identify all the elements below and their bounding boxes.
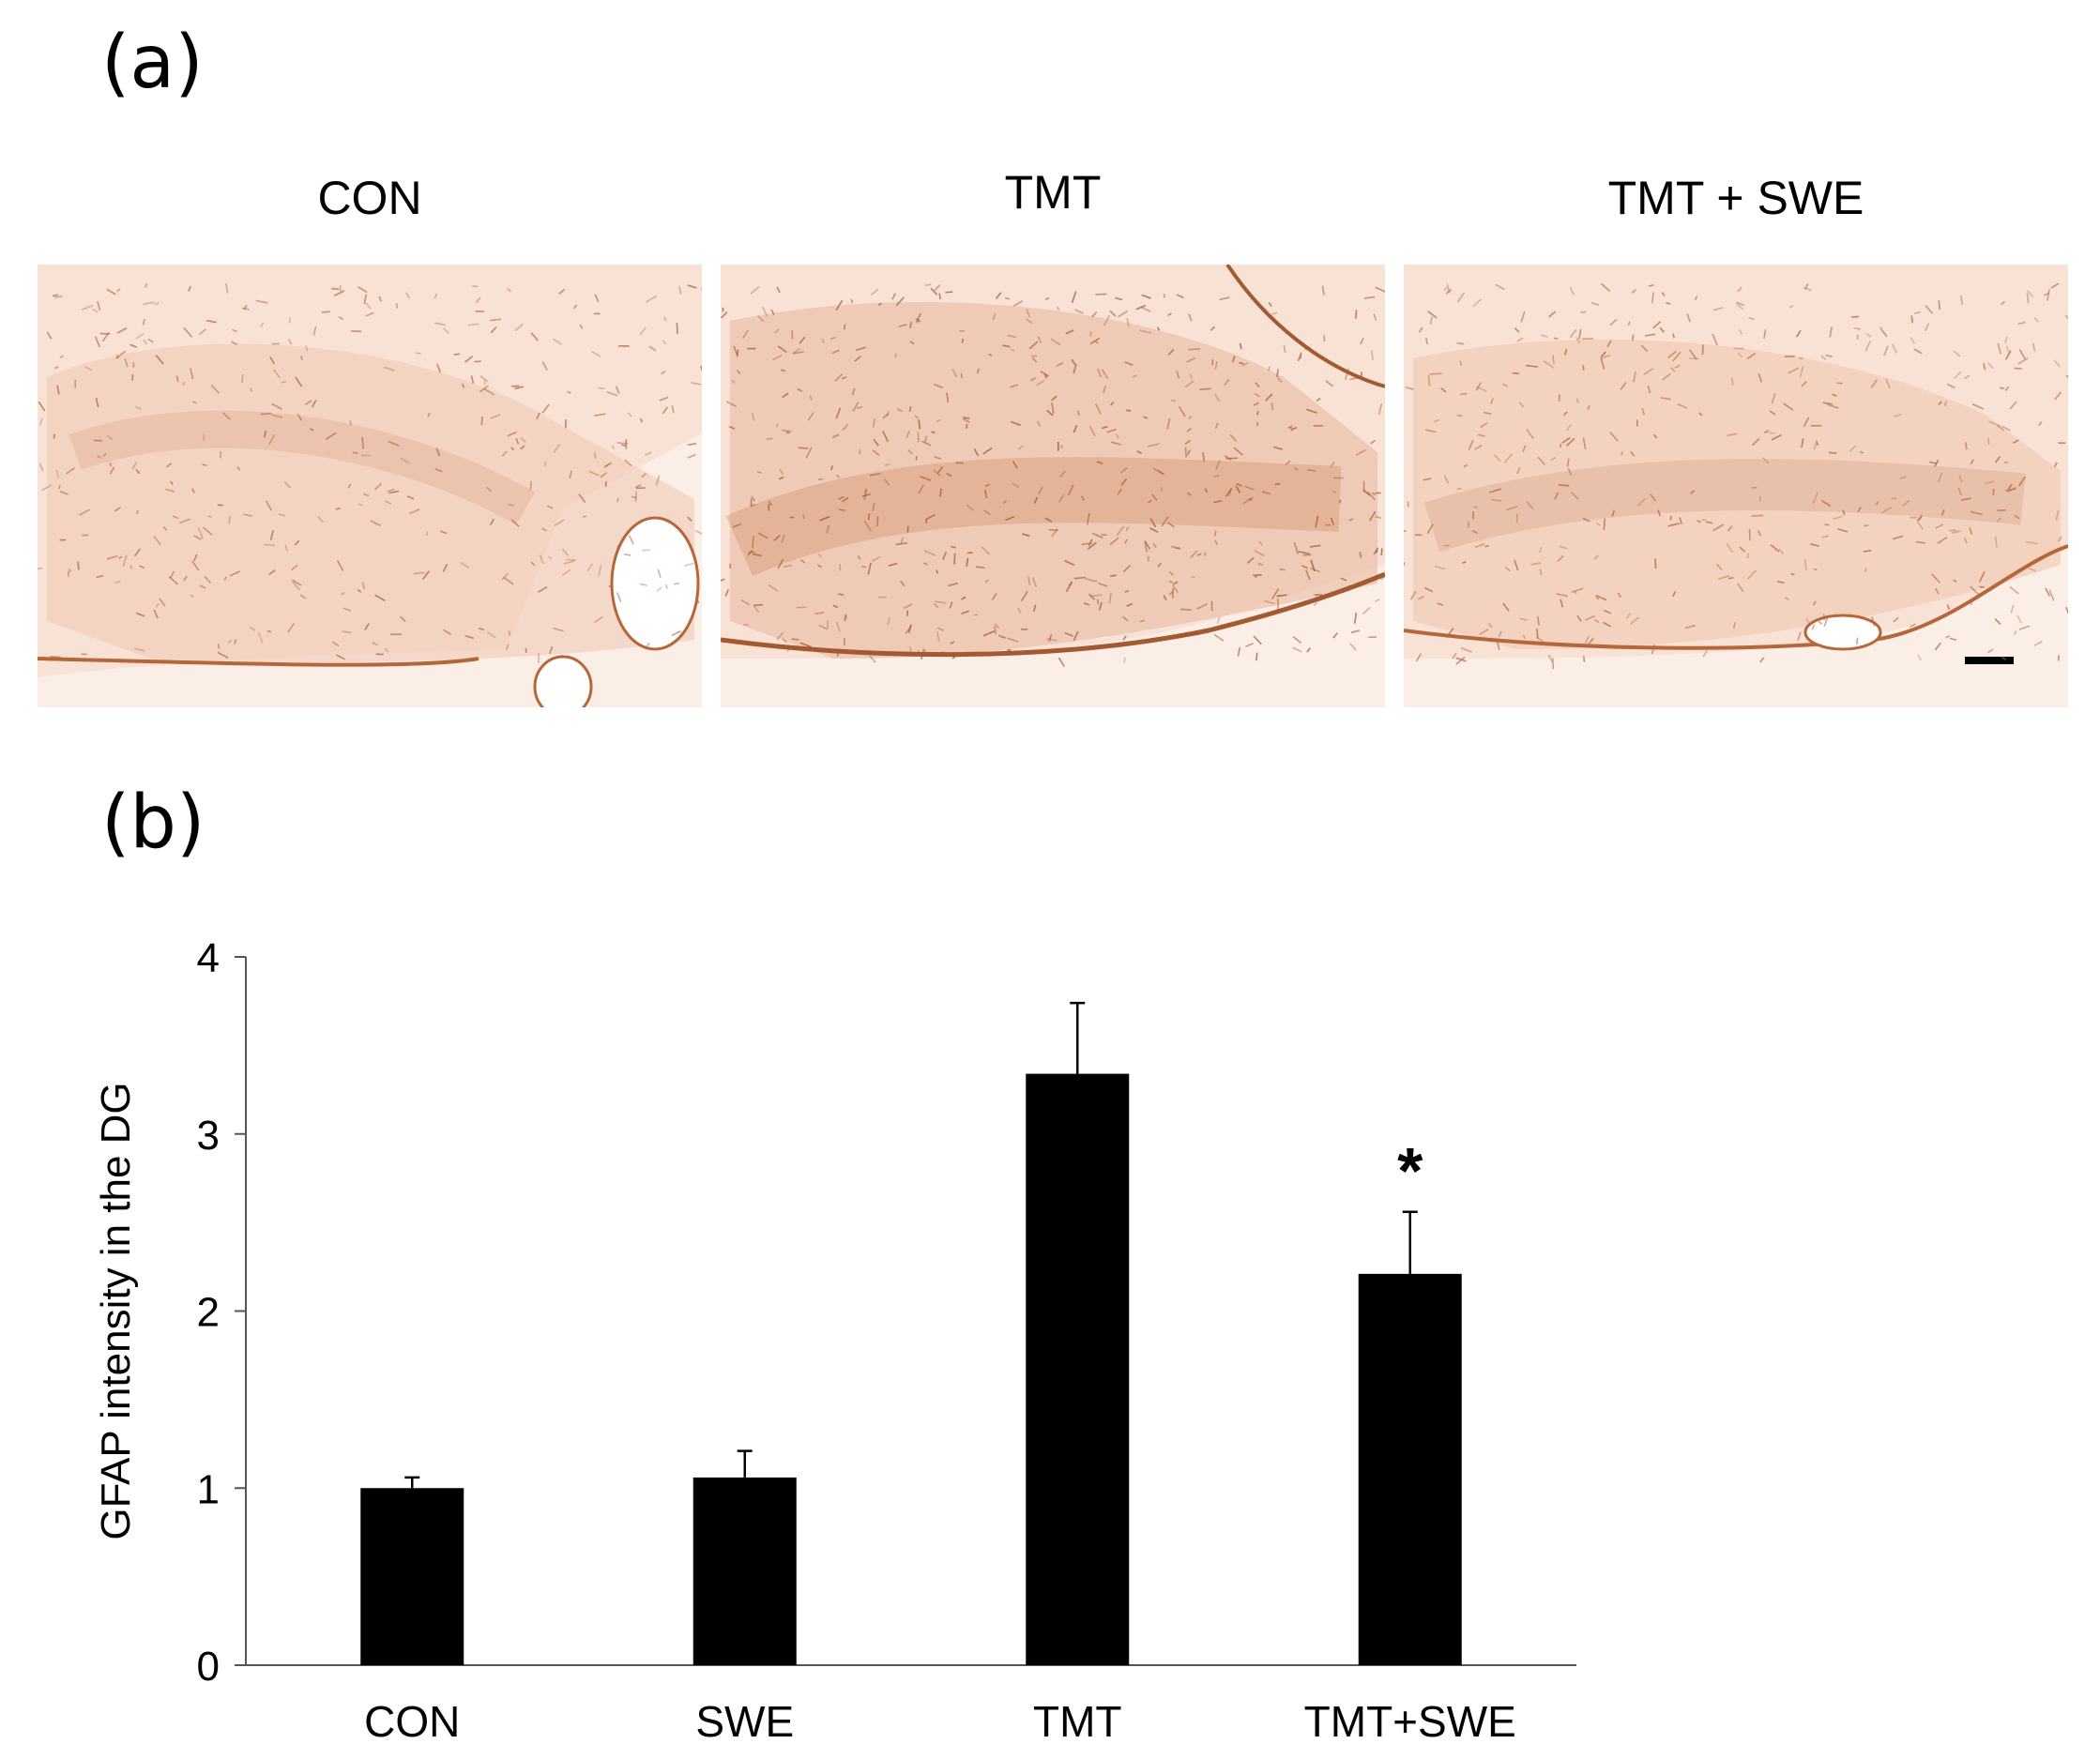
micrograph-tmt-swe-image (1404, 282, 2068, 707)
x-tick-label: SWE (695, 1697, 794, 1746)
micrograph-title-con: CON (317, 172, 422, 224)
significance-marker: * (1397, 1134, 1423, 1207)
x-tick-label: TMT+SWE (1304, 1697, 1516, 1746)
micrograph-con-image (38, 282, 702, 707)
bar (1026, 1073, 1130, 1665)
micrograph-tmt-swe (1404, 265, 2068, 707)
panel-b-label: (b) (101, 781, 205, 865)
y-tick-label: 0 (197, 1644, 220, 1690)
y-tick-label: 1 (197, 1466, 220, 1512)
y-tick-label: 2 (197, 1290, 220, 1336)
x-tick-label: TMT (1033, 1697, 1122, 1746)
y-tick-label: 4 (197, 935, 220, 981)
y-tick-label: 3 (197, 1113, 220, 1159)
bar-chart: 0 1 2 3 4 GFAP intensity in the DG CON SWE TMT TM… (93, 935, 1576, 1746)
micrograph-tmt-image (721, 265, 1385, 707)
bar (360, 1488, 464, 1665)
micrograph-tmt (721, 265, 1385, 707)
panel-a-label: (a) (101, 21, 204, 105)
scale-bar (1965, 657, 2014, 664)
bar (1358, 1273, 1462, 1665)
micrograph-title-tmt-swe: TMT + SWE (1607, 172, 1864, 224)
micrograph-title-tmt: TMT (1004, 166, 1102, 219)
micrograph-con (38, 265, 702, 707)
y-axis-label: GFAP intensity in the DG (93, 1082, 139, 1539)
bar (692, 1477, 797, 1665)
x-tick-label: CON (364, 1697, 460, 1746)
